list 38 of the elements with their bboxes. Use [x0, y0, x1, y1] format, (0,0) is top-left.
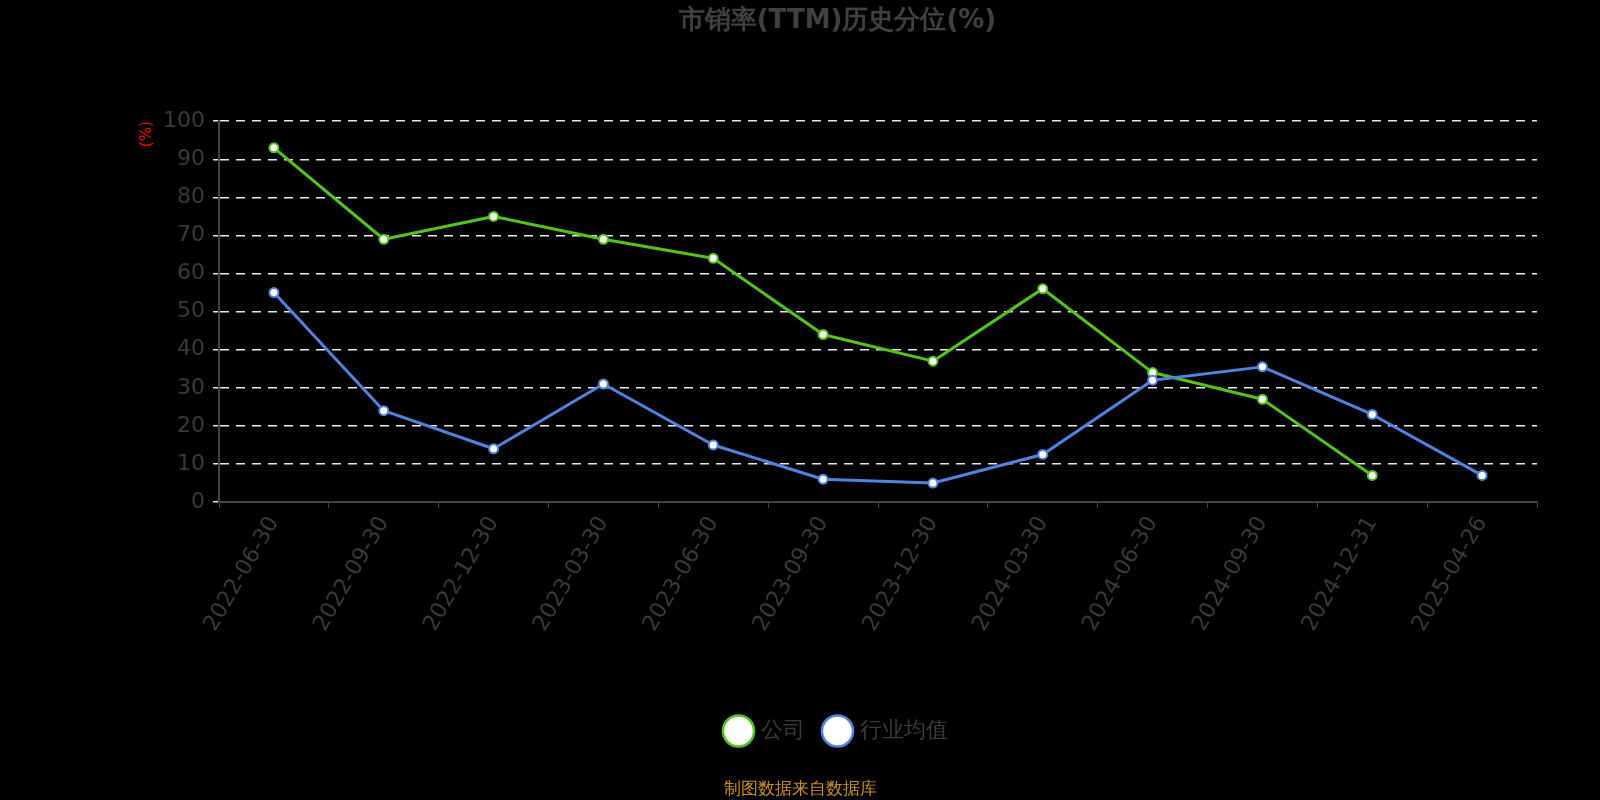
- point: [707, 252, 719, 264]
- y-tick-label: 0: [191, 487, 205, 513]
- y-tick-label: 70: [177, 221, 205, 247]
- point: [488, 443, 500, 455]
- point: [597, 233, 609, 245]
- y-tick-label: 100: [163, 106, 205, 132]
- y-tick-label: 90: [177, 145, 205, 171]
- point: [817, 328, 829, 340]
- y-axis-title: (%): [136, 121, 155, 148]
- y-tick-label: 40: [177, 335, 205, 361]
- y-tick-label: 20: [177, 411, 205, 437]
- legend-label: 行业均值: [859, 716, 948, 742]
- y-tick-label: 10: [177, 449, 205, 475]
- y-tick-label: 50: [177, 297, 205, 323]
- point: [1256, 361, 1268, 373]
- chart-title: 市销率(TTM)历史分位(%): [677, 4, 997, 35]
- point: [378, 233, 390, 245]
- y-tick-label: 80: [177, 183, 205, 209]
- point: [817, 473, 829, 485]
- point: [378, 405, 390, 417]
- point: [1366, 408, 1378, 420]
- legend-label: 公司: [760, 716, 805, 742]
- point: [268, 142, 280, 154]
- y-tick-label: 60: [177, 259, 205, 285]
- point: [1256, 393, 1268, 405]
- point: [1037, 283, 1049, 295]
- point: [1147, 374, 1159, 386]
- text: 制图数据来自数据库: [722, 778, 878, 798]
- point: [1037, 448, 1049, 460]
- point: [707, 439, 719, 451]
- point: [268, 287, 280, 299]
- y-tick-label: 30: [177, 373, 205, 399]
- point: [597, 378, 609, 390]
- point: [1366, 469, 1378, 481]
- point: [1476, 469, 1488, 481]
- point: [927, 355, 939, 367]
- point: [488, 210, 500, 222]
- point: [927, 477, 939, 489]
